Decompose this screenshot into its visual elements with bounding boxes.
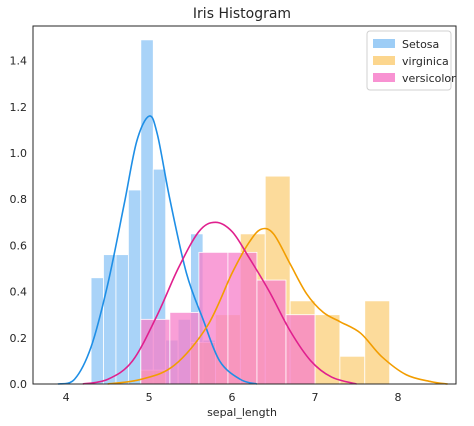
x-tick-label: 7 (312, 391, 319, 404)
virginica-legend-swatch (373, 56, 395, 65)
x-tick-label: 6 (229, 391, 236, 404)
x-tick-label: 8 (394, 391, 401, 404)
legend: Setosa virginica versicolor (366, 30, 456, 91)
x-tick-label: 5 (146, 391, 153, 404)
y-tick-label: 1.4 (10, 55, 28, 68)
versicolor-bar-0 (140, 318, 171, 385)
x-axis-ticks: 4 5 6 7 8 (63, 391, 402, 404)
y-tick-label: 0.6 (10, 239, 28, 252)
versicolor-legend-swatch (373, 73, 395, 82)
y-tick-label: 0.2 (10, 332, 28, 345)
y-tick-label: 1.0 (10, 147, 28, 160)
virginica-kde-line (107, 227, 448, 385)
setosa-bar-2 (115, 254, 129, 385)
versicolor-bar-2 (198, 251, 229, 385)
versicolor-bar-5 (285, 314, 316, 385)
y-axis-ticks: 0.0 0.2 0.4 0.6 0.8 1.0 1.2 1.4 (10, 55, 28, 391)
setosa-legend-swatch (373, 39, 395, 48)
x-axis-label: sepal_length (207, 406, 277, 419)
plot-area-frame (32, 25, 457, 385)
y-tick-label: 1.2 (10, 101, 28, 114)
x-tick-label: 4 (63, 391, 70, 404)
virginica-legend-label: virginica (402, 55, 449, 68)
virginica-bar-7 (314, 314, 341, 385)
versicolor-bar-3 (227, 251, 258, 385)
versicolor-kde-line (82, 221, 357, 385)
setosa-legend-label: Setosa (402, 38, 439, 51)
versicolor-legend-label: versicolor (402, 72, 456, 85)
kde-layer (57, 115, 448, 385)
setosa-kde-line (57, 115, 258, 385)
bars-layer (90, 39, 391, 385)
chart-title: Iris Histogram (193, 6, 291, 22)
y-tick-label: 0.4 (10, 286, 28, 299)
versicolor-bar-1 (169, 311, 200, 385)
setosa-bar-3 (127, 189, 142, 385)
virginica-bar-8 (339, 355, 366, 385)
y-tick-label: 0.8 (10, 193, 28, 206)
versicolor-bar-4 (256, 279, 287, 385)
y-tick-label: 0.0 (10, 378, 28, 391)
setosa-bar-0 (90, 277, 104, 385)
